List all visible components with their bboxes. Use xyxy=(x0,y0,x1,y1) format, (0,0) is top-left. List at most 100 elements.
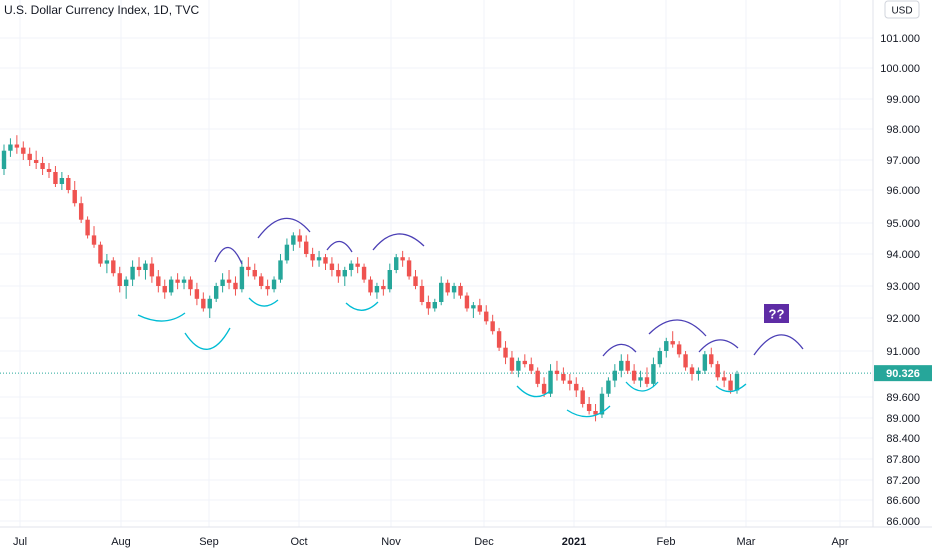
candle-body xyxy=(33,160,39,163)
candle xyxy=(297,229,302,248)
annotation-arc xyxy=(516,385,552,398)
candle xyxy=(477,298,483,315)
candle-body xyxy=(516,360,521,371)
candle-body xyxy=(496,331,502,348)
candle-body xyxy=(271,279,277,290)
candle-body xyxy=(246,266,251,270)
candle-body xyxy=(329,263,335,270)
candle xyxy=(258,273,264,290)
candle-body xyxy=(676,344,682,355)
candle-body xyxy=(323,257,328,264)
time-axis[interactable]: Jul Aug Sep Oct Nov Dec 2021 Feb Mar Apr xyxy=(0,526,932,548)
candle xyxy=(213,282,219,302)
candle-body xyxy=(98,244,103,264)
candle-body xyxy=(361,266,367,280)
annotation-arc xyxy=(698,339,739,353)
annotation-arc xyxy=(753,334,804,356)
candle xyxy=(284,238,290,264)
price-tick-label: 94.000 xyxy=(886,249,920,261)
price-tick-label: 88.400 xyxy=(886,433,920,445)
candle-body xyxy=(567,380,573,384)
candle-body xyxy=(8,144,13,151)
candle xyxy=(509,351,515,374)
candle xyxy=(194,282,200,306)
candle xyxy=(451,282,457,299)
annotation-arc xyxy=(248,297,279,307)
candle-body xyxy=(625,360,630,371)
candle-body xyxy=(561,374,566,381)
candle xyxy=(728,374,733,394)
candle-body xyxy=(156,276,161,286)
candle-body xyxy=(342,270,347,277)
candle-body xyxy=(220,279,225,286)
candle-body xyxy=(432,302,437,309)
currency-label: USD xyxy=(891,6,912,17)
candle xyxy=(201,292,206,312)
candle xyxy=(664,337,669,358)
candle xyxy=(291,232,296,251)
price-tick-label: 99.000 xyxy=(886,94,920,106)
candle-body xyxy=(702,354,708,371)
candle xyxy=(53,166,58,187)
candle xyxy=(104,254,110,274)
candle-body xyxy=(21,147,26,154)
candle-body xyxy=(265,286,270,290)
candle xyxy=(580,387,585,408)
candle-body xyxy=(304,241,309,254)
candle-body xyxy=(27,153,32,160)
candle xyxy=(323,254,328,270)
candle xyxy=(445,279,450,296)
candle xyxy=(66,175,71,194)
candle xyxy=(657,347,663,368)
time-tick-label: Mar xyxy=(737,536,756,548)
candles xyxy=(1,135,740,422)
candle-body xyxy=(136,266,142,270)
price-tick-label: 86.000 xyxy=(886,516,920,528)
candle xyxy=(136,257,142,277)
candle xyxy=(516,357,521,378)
time-tick-label: Dec xyxy=(474,536,494,548)
candle xyxy=(638,370,643,388)
price-tick-label: 92.000 xyxy=(886,313,920,325)
last-price-label: 90.326 xyxy=(886,368,920,380)
candle xyxy=(175,273,180,290)
candle xyxy=(702,351,708,374)
candle-body xyxy=(670,341,675,345)
candle-body xyxy=(426,302,431,309)
candle xyxy=(683,351,688,371)
candle xyxy=(21,141,26,160)
candle-body xyxy=(535,370,540,384)
annotation-arc xyxy=(602,343,637,357)
time-tick-label: Oct xyxy=(290,536,307,548)
candle xyxy=(651,357,656,388)
candle-body xyxy=(471,305,476,309)
candle xyxy=(625,354,630,374)
annotation-arc xyxy=(137,312,186,322)
candle-body xyxy=(631,370,637,381)
candle xyxy=(400,250,405,267)
candle xyxy=(574,377,579,397)
candle-body xyxy=(406,260,412,277)
candle xyxy=(59,172,65,190)
currency-badge[interactable] xyxy=(884,0,920,19)
candle xyxy=(8,138,13,157)
price-axis[interactable]: USD 101.000 100.000 99.000 98.000 97.000 96.0… xyxy=(872,0,932,528)
candle xyxy=(567,374,573,391)
candle-body xyxy=(336,270,341,277)
candle xyxy=(644,367,650,388)
candle xyxy=(709,347,714,368)
candle-body xyxy=(374,286,380,293)
candle xyxy=(413,270,418,290)
candle xyxy=(535,367,540,388)
candle-body xyxy=(554,370,560,374)
time-tick-label: Sep xyxy=(199,536,219,548)
candle-body xyxy=(503,347,508,358)
candle-body xyxy=(490,321,495,332)
candle xyxy=(612,364,618,388)
price-tick-label: 93.000 xyxy=(886,281,920,293)
candle-body xyxy=(239,266,245,290)
candle xyxy=(464,292,470,312)
time-tick-label: Jul xyxy=(13,536,27,548)
candle xyxy=(123,276,129,299)
